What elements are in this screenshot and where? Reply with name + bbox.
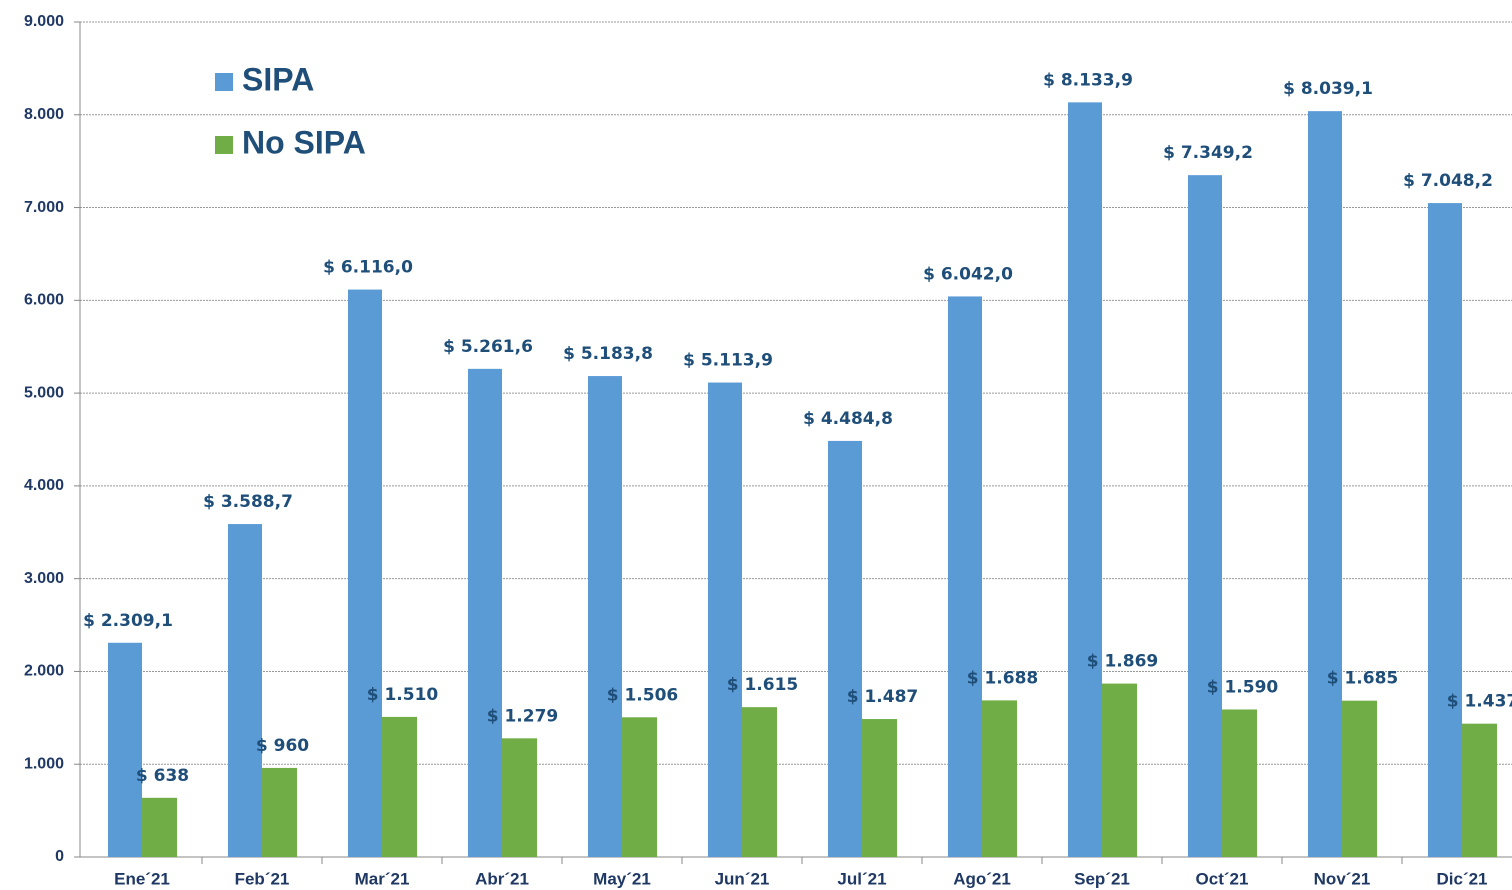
value-label: $ 4.484,8 xyxy=(803,409,893,429)
y-tick-label: 1.000 xyxy=(24,755,64,772)
legend-label: SIPA xyxy=(242,61,314,97)
value-label: $ 1.506 xyxy=(607,685,679,705)
y-tick-label: 6.000 xyxy=(24,292,64,309)
bar xyxy=(862,719,897,857)
value-label: $ 1.437 xyxy=(1447,692,1512,712)
value-label: $ 8.133,9 xyxy=(1043,70,1133,90)
bar xyxy=(108,642,142,857)
bar xyxy=(742,707,777,857)
value-label: $ 7.048,2 xyxy=(1403,171,1493,191)
value-label: $ 960 xyxy=(256,736,309,756)
value-label: $ 8.039,1 xyxy=(1283,79,1373,99)
value-label: $ 1.510 xyxy=(367,685,439,705)
value-label: $ 3.588,7 xyxy=(203,492,293,512)
value-label: $ 7.349,2 xyxy=(1163,143,1253,163)
value-label: $ 5.261,6 xyxy=(443,337,533,357)
bar xyxy=(622,717,657,857)
y-tick-label: 8.000 xyxy=(24,106,64,123)
value-label: $ 1.688 xyxy=(967,668,1039,688)
x-tick-label: Mar´21 xyxy=(355,869,410,888)
value-label: $ 1.615 xyxy=(727,675,799,695)
bar xyxy=(262,767,297,857)
bar xyxy=(1462,723,1497,857)
x-tick-label: Sep´21 xyxy=(1074,869,1130,888)
bar xyxy=(1308,111,1342,858)
y-tick-label: 0 xyxy=(55,848,64,865)
bar xyxy=(1068,102,1102,857)
x-tick-label: Jun´21 xyxy=(715,869,770,888)
bar xyxy=(382,716,417,857)
value-label: $ 1.869 xyxy=(1087,652,1159,672)
bar xyxy=(142,797,177,857)
value-label: $ 6.116,0 xyxy=(323,258,413,278)
x-tick-label: Jul´21 xyxy=(837,869,886,888)
legend-swatch xyxy=(215,136,233,154)
y-tick-label: 7.000 xyxy=(24,199,64,216)
x-tick-label: Ene´21 xyxy=(114,869,170,888)
legend-label: No SIPA xyxy=(242,124,366,160)
bar xyxy=(502,738,537,857)
bar xyxy=(1428,203,1462,857)
value-label: $ 638 xyxy=(136,766,189,786)
y-tick-label: 9.000 xyxy=(24,13,64,30)
x-tick-label: Ago´21 xyxy=(953,869,1011,888)
value-label: $ 1.590 xyxy=(1207,677,1279,697)
y-tick-label: 5.000 xyxy=(24,384,64,401)
bar xyxy=(1188,175,1222,857)
value-label: $ 2.309,1 xyxy=(83,611,173,631)
bar xyxy=(828,440,862,857)
y-tick-label: 3.000 xyxy=(24,570,64,587)
bar xyxy=(228,524,262,857)
y-tick-label: 4.000 xyxy=(24,477,64,494)
x-tick-label: Feb´21 xyxy=(235,869,290,888)
bar xyxy=(1222,709,1257,857)
x-tick-label: May´21 xyxy=(593,869,651,888)
bar xyxy=(348,289,382,857)
value-label: $ 6.042,0 xyxy=(923,264,1013,284)
x-tick-label: Dic´21 xyxy=(1436,869,1487,888)
value-label: $ 5.183,8 xyxy=(563,344,653,364)
legend-swatch xyxy=(215,73,233,91)
value-label: $ 1.685 xyxy=(1327,669,1399,689)
value-label: $ 1.279 xyxy=(487,706,559,726)
x-tick-label: Oct´21 xyxy=(1196,869,1249,888)
bar xyxy=(1342,700,1377,857)
x-tick-label: Nov´21 xyxy=(1314,869,1371,888)
bar xyxy=(588,376,622,857)
value-label: $ 1.487 xyxy=(847,687,919,707)
bar xyxy=(708,382,742,857)
bar xyxy=(982,700,1017,857)
y-tick-label: 2.000 xyxy=(24,663,64,680)
bar xyxy=(948,296,982,858)
x-tick-label: Abr´21 xyxy=(475,869,529,888)
bar xyxy=(1102,683,1137,857)
bar xyxy=(468,368,502,857)
value-label: $ 5.113,9 xyxy=(683,351,773,371)
